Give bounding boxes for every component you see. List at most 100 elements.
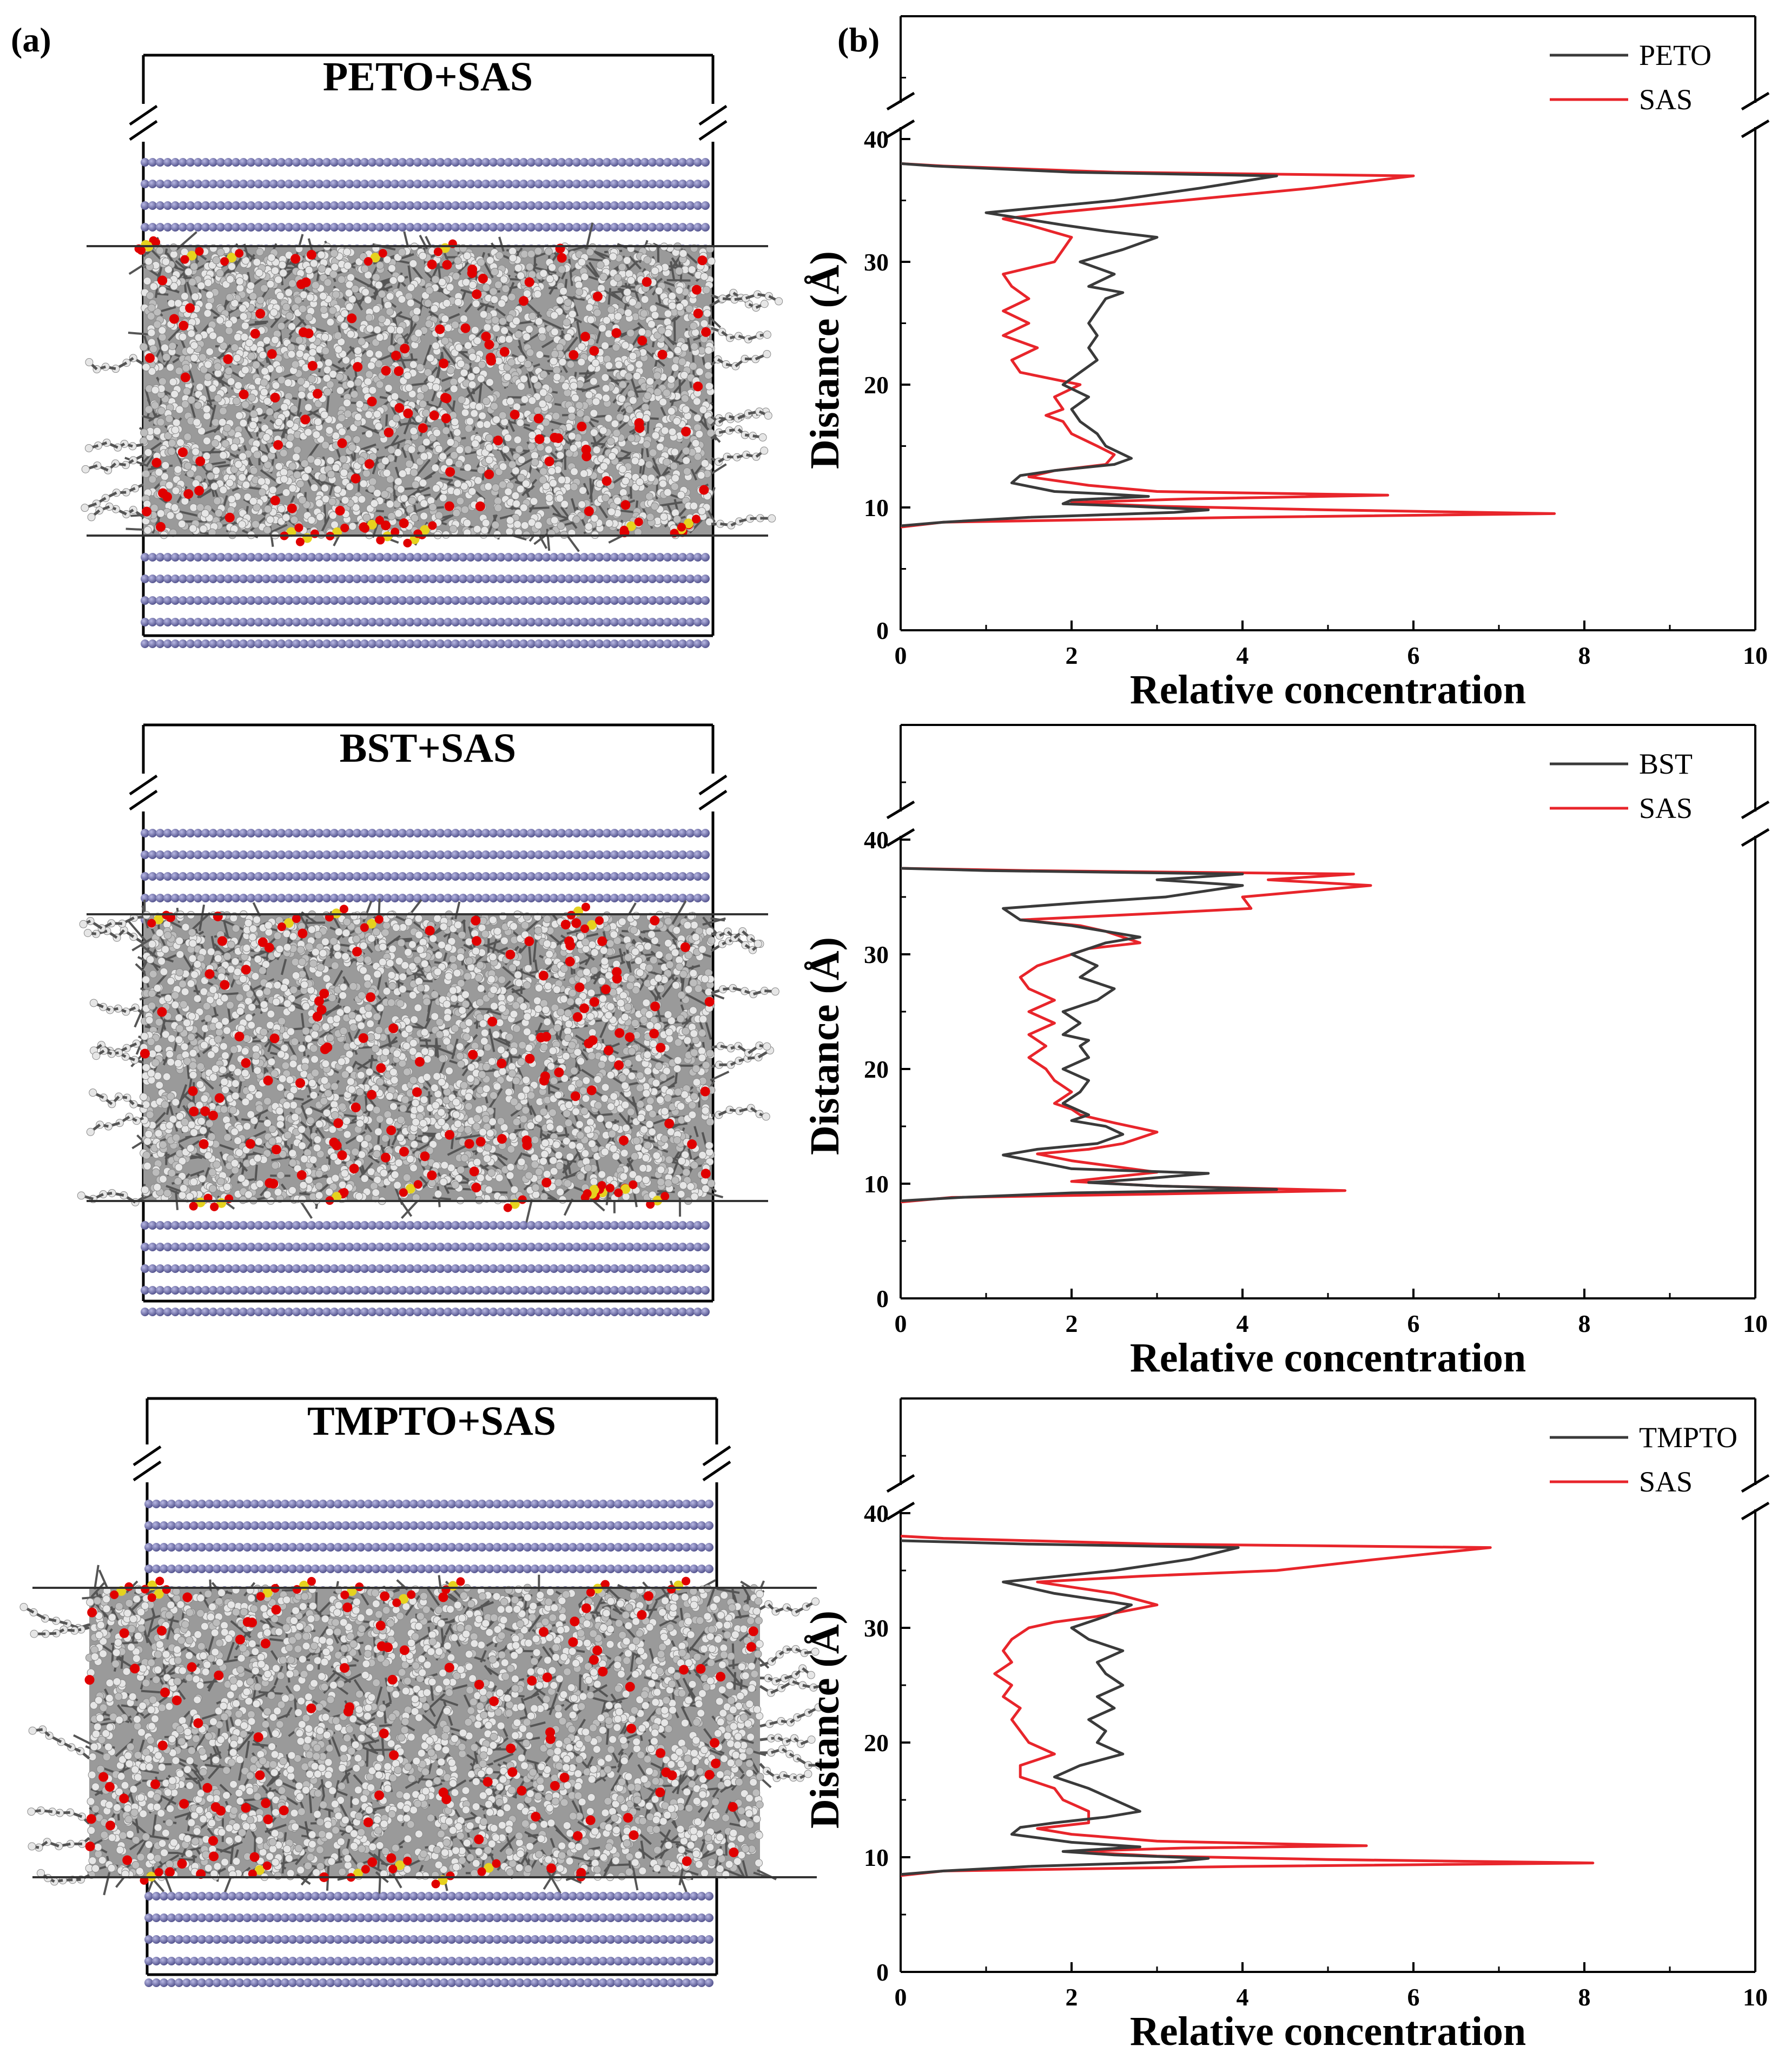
iron-atom bbox=[254, 894, 263, 902]
iron-atom bbox=[587, 201, 596, 210]
iron-atom bbox=[451, 872, 460, 881]
iron-atom bbox=[254, 158, 263, 167]
oxygen-atom bbox=[460, 323, 471, 333]
iron-atom bbox=[489, 850, 498, 859]
hydrogen-atom bbox=[326, 456, 335, 465]
hydrogen-atom bbox=[504, 487, 513, 496]
hydrogen-atom bbox=[482, 397, 491, 405]
hydrogen-atom bbox=[515, 445, 524, 453]
iron-atom bbox=[550, 180, 558, 188]
iron-atom bbox=[398, 850, 407, 859]
hydrogen-atom bbox=[668, 292, 677, 300]
bond bbox=[585, 222, 594, 249]
iron-atom bbox=[444, 553, 452, 562]
oxygen-atom bbox=[534, 434, 545, 444]
hydrogen-atom bbox=[671, 363, 679, 372]
hydrogen-atom bbox=[285, 440, 294, 449]
iron-atom bbox=[686, 553, 695, 562]
hydrogen-atom bbox=[232, 397, 241, 405]
hydrogen-atom bbox=[559, 287, 568, 295]
iron-atom bbox=[315, 201, 323, 210]
hydrogen-atom bbox=[263, 397, 272, 406]
hydrogen-atom bbox=[333, 485, 342, 494]
iron-atom bbox=[421, 158, 429, 167]
hydrogen-atom bbox=[625, 405, 634, 414]
iron-atom bbox=[618, 575, 626, 583]
hydrogen-atom bbox=[386, 500, 394, 509]
hydrogen-atom bbox=[498, 411, 507, 420]
hydrogen-atom bbox=[493, 530, 501, 539]
iron-atom bbox=[572, 894, 581, 902]
hydrogen-atom bbox=[670, 462, 678, 471]
iron-atom bbox=[345, 872, 354, 881]
iron-atom bbox=[451, 575, 460, 583]
hydrogen-atom bbox=[477, 466, 485, 474]
hydrogen-atom bbox=[618, 380, 627, 389]
hydrogen-atom bbox=[420, 452, 428, 461]
hydrogen-atom bbox=[241, 366, 250, 374]
iron-atom bbox=[497, 575, 505, 583]
hydrogen-atom bbox=[345, 289, 353, 298]
iron-atom bbox=[239, 223, 248, 232]
iron-atom bbox=[413, 639, 422, 648]
hydrogen-atom bbox=[289, 405, 298, 413]
iron-atom bbox=[330, 553, 339, 562]
iron-atom bbox=[330, 158, 339, 167]
hydrogen-atom bbox=[490, 402, 499, 411]
hydrogen-atom bbox=[365, 430, 373, 438]
iron-atom bbox=[587, 639, 596, 648]
iron-atom bbox=[315, 158, 323, 167]
iron-atom bbox=[307, 894, 316, 902]
iron-atom bbox=[633, 894, 642, 902]
hydrogen-atom bbox=[332, 463, 340, 472]
iron-atom bbox=[587, 829, 596, 837]
iron-atom bbox=[383, 894, 392, 902]
hydrogen-atom bbox=[252, 520, 260, 529]
hydrogen-atom bbox=[531, 458, 539, 467]
bond bbox=[384, 438, 406, 450]
iron-atom bbox=[610, 618, 619, 626]
iron-atom bbox=[247, 553, 255, 562]
iron-atom bbox=[550, 201, 558, 210]
hydrogen-atom bbox=[266, 280, 275, 288]
iron-atom bbox=[383, 618, 392, 626]
iron-atom bbox=[671, 575, 679, 583]
hydrogen-atom bbox=[522, 479, 531, 488]
iron-atom bbox=[269, 201, 278, 210]
iron-atom bbox=[534, 894, 543, 902]
iron-atom bbox=[345, 201, 354, 210]
hydrogen-atom bbox=[557, 522, 565, 530]
iron-atom bbox=[640, 201, 649, 210]
iron-atom bbox=[595, 618, 604, 626]
oxygen-atom bbox=[697, 255, 708, 266]
hydrogen-atom bbox=[604, 414, 613, 423]
hydrogen-atom bbox=[468, 281, 477, 289]
snapshot-peto-sas: PETO+SAS bbox=[81, 54, 783, 648]
iron-atom bbox=[330, 201, 339, 210]
iron-atom bbox=[254, 829, 263, 837]
iron-atom bbox=[375, 850, 384, 859]
iron-atom bbox=[292, 829, 301, 837]
iron-atom bbox=[148, 596, 157, 605]
iron-atom bbox=[209, 618, 217, 626]
hydrogen-atom bbox=[491, 267, 499, 276]
hydrogen-atom bbox=[261, 367, 269, 375]
hydrogen-atom bbox=[513, 520, 522, 529]
hydrogen-atom bbox=[640, 295, 649, 303]
iron-atom bbox=[247, 180, 255, 188]
iron-atom bbox=[519, 894, 528, 902]
iron-atom bbox=[224, 850, 233, 859]
hydrogen-atom bbox=[189, 503, 198, 512]
iron-atom bbox=[648, 639, 657, 648]
hydrogen-atom bbox=[550, 311, 559, 320]
iron-atom bbox=[398, 201, 407, 210]
iron-atom bbox=[693, 850, 702, 859]
iron-atom bbox=[141, 201, 149, 210]
iron-atom bbox=[656, 872, 664, 881]
hydrogen-atom bbox=[304, 403, 313, 412]
iron-atom bbox=[489, 575, 498, 583]
hydrogen-atom bbox=[267, 253, 276, 262]
hydrogen-atom bbox=[704, 371, 713, 380]
iron-atom bbox=[307, 618, 316, 626]
hydrogen-atom bbox=[248, 393, 256, 402]
